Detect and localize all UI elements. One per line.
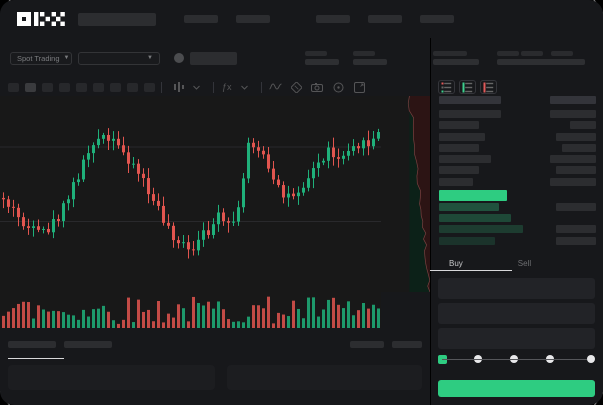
svg-text:ƒx: ƒx (222, 82, 232, 92)
